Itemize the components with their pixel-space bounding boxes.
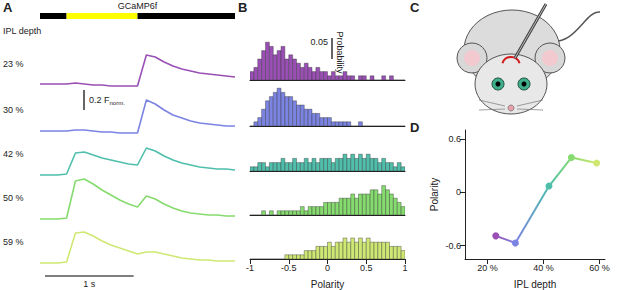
svg-text:0.6: 0.6 [448, 134, 461, 144]
svg-text:50 %: 50 % [3, 193, 24, 203]
svg-text:D: D [410, 120, 419, 135]
svg-text:30 %: 30 % [3, 105, 24, 115]
svg-text:Polarity: Polarity [429, 178, 440, 211]
svg-text:GCaMP6f: GCaMP6f [118, 1, 158, 11]
svg-text:Polarity: Polarity [311, 279, 344, 290]
svg-text:0: 0 [456, 187, 461, 197]
svg-text:norm.: norm. [110, 100, 126, 106]
svg-text:A: A [3, 0, 13, 15]
svg-text:0.05: 0.05 [310, 37, 328, 47]
svg-text:1: 1 [402, 263, 407, 273]
svg-text:59 %: 59 % [3, 237, 24, 247]
svg-text:C: C [410, 0, 420, 15]
svg-text:-1: -1 [246, 263, 254, 273]
svg-text:0.5: 0.5 [360, 263, 373, 273]
svg-text:0: 0 [325, 263, 330, 273]
svg-text:B: B [238, 0, 247, 15]
svg-text:60 %: 60 % [589, 263, 610, 273]
svg-text:-0.5: -0.5 [281, 263, 297, 273]
svg-text:1 s: 1 s [83, 279, 96, 289]
svg-text:23 %: 23 % [3, 59, 24, 69]
svg-text:IPL depth: IPL depth [3, 26, 41, 36]
svg-text:0.2 F: 0.2 F [89, 95, 110, 105]
svg-text:20 %: 20 % [477, 263, 498, 273]
svg-text:-0.6: -0.6 [445, 241, 461, 251]
svg-text:42 %: 42 % [3, 149, 24, 159]
svg-text:40 %: 40 % [533, 263, 554, 273]
svg-text:Probability: Probability [335, 31, 345, 74]
svg-text:IPL depth: IPL depth [514, 279, 556, 290]
